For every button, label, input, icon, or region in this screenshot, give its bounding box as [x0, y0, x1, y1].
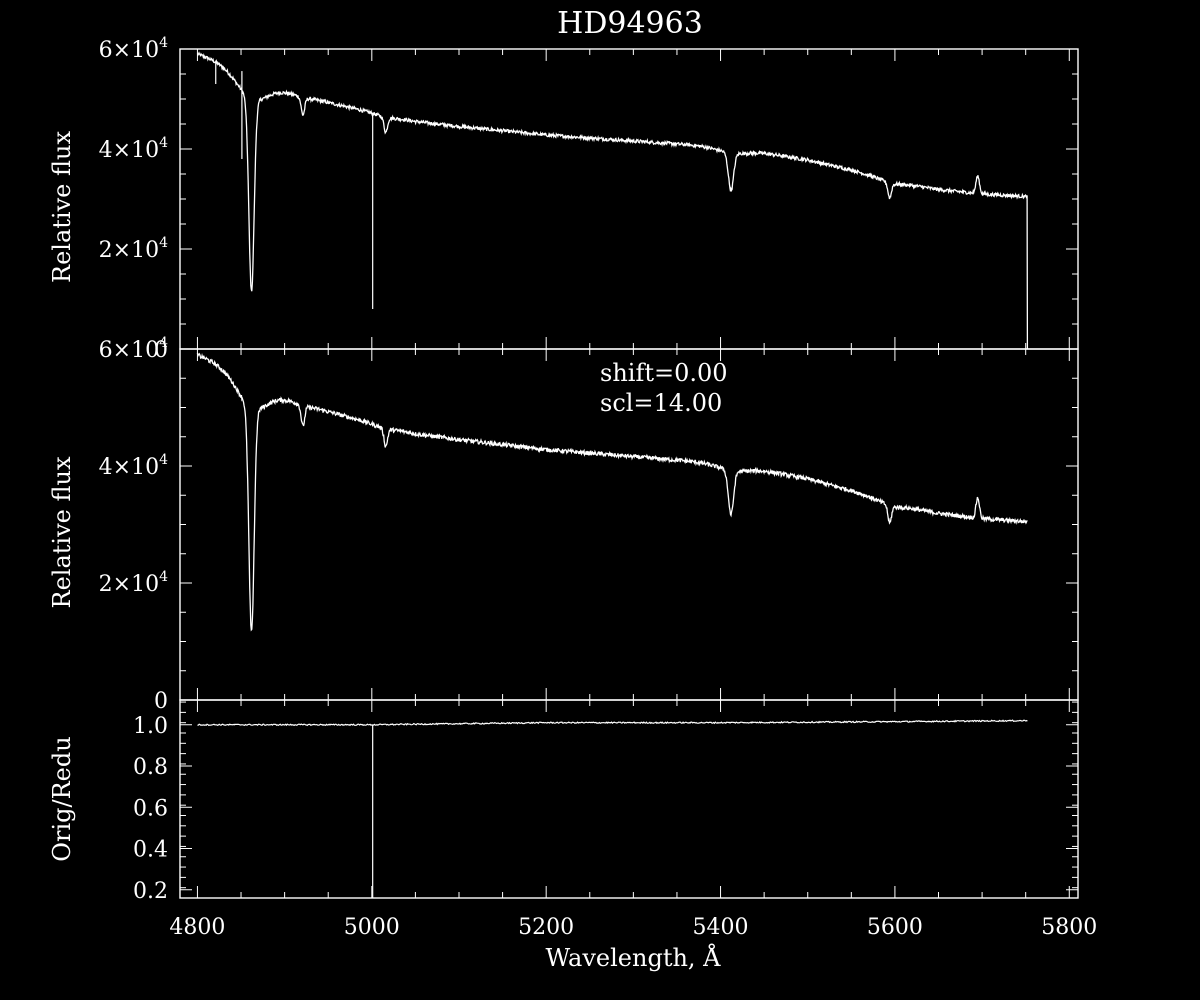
y-tick-label: 0.4: [133, 838, 168, 863]
x-tick-label: 5800: [1041, 915, 1097, 940]
chart-title: HD94963: [557, 6, 703, 41]
x-tick-label: 5200: [518, 915, 574, 940]
ratio-series: [197, 719, 1028, 727]
flux-series: [196, 51, 1029, 350]
y-tick-label: 0: [154, 338, 168, 363]
y-axis-label: Relative flux: [48, 131, 76, 283]
x-tick-label: 5000: [344, 915, 400, 940]
x-tick-label: 5400: [693, 915, 749, 940]
annotation: shift=0.00: [600, 359, 728, 387]
y-tick-label: 0.2: [133, 879, 168, 904]
annotation: scl=14.00: [600, 389, 722, 417]
y-tick-label: 0.6: [133, 796, 168, 821]
panel-2: 0 2×104 4×104 6×104 Relative flux shift=0.00s…: [48, 335, 1079, 714]
x-tick-label: 5600: [867, 915, 923, 940]
plot-frame: [179, 699, 1079, 899]
x-tick-label: 4800: [169, 915, 225, 940]
flux-series: [196, 352, 1028, 632]
panel-3: 0.2 0.4 0.6 0.8 1.0 Orig/Redu: [48, 699, 1079, 904]
y-tick-label: 6×104: [99, 35, 168, 63]
plot-frame: [179, 48, 1079, 350]
y-tick-label: 4×104: [99, 452, 168, 480]
y-tick-label: 4×104: [99, 135, 168, 163]
y-tick-label: 0.8: [133, 755, 168, 780]
y-tick-label: 2×104: [99, 235, 168, 263]
x-axis-label: Wavelength, Å: [545, 943, 721, 972]
y-tick-label: 2×104: [99, 569, 168, 597]
panel-1: 0 2×104 4×104 6×104 Relative flux: [48, 35, 1079, 363]
y-tick-label: 0: [154, 689, 168, 714]
y-axis-label: Relative flux: [48, 456, 76, 608]
y-tick-label: 6×104: [99, 335, 168, 363]
y-tick-label: 1.0: [133, 714, 168, 739]
y-axis-label: Orig/Redu: [48, 736, 76, 861]
